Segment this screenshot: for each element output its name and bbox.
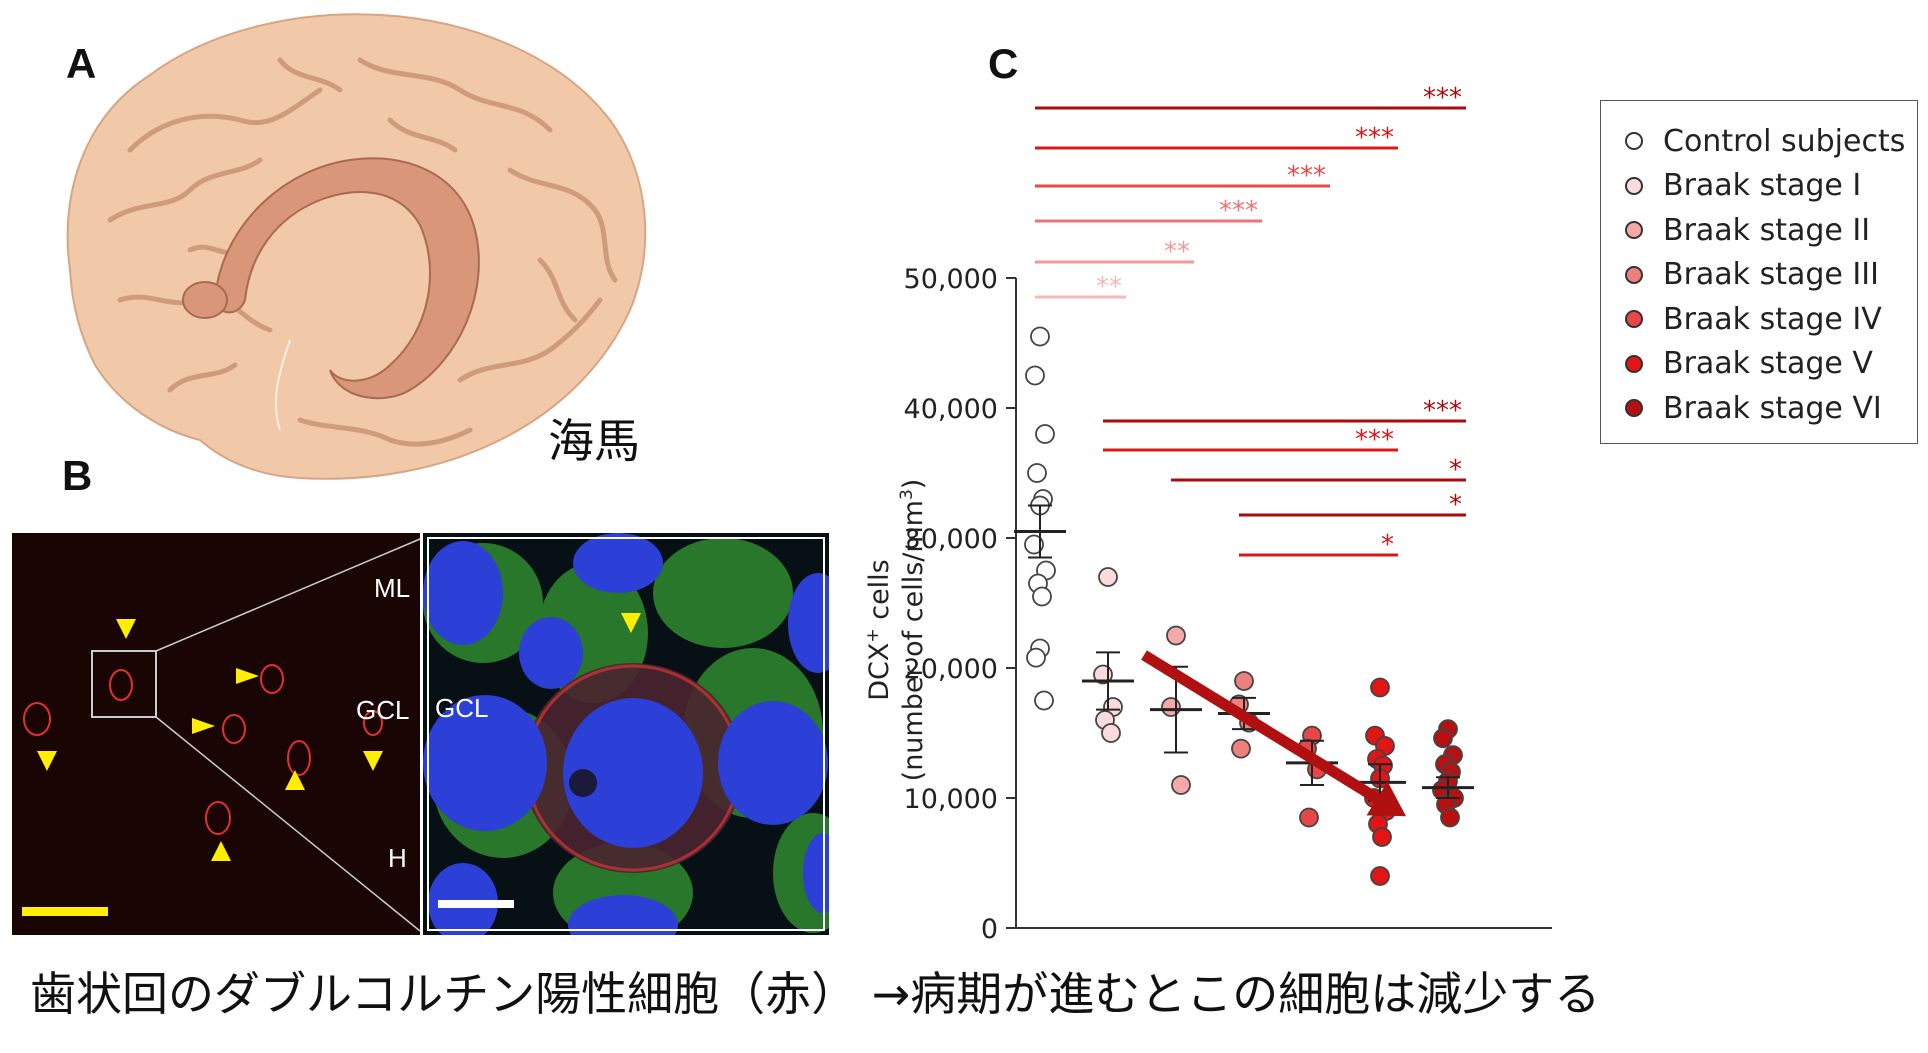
- data-point: [1030, 326, 1050, 347]
- brain-illustration: [66, 13, 647, 480]
- data-point: [1166, 625, 1186, 646]
- legend-label: Braak stage I: [1663, 168, 1862, 203]
- micrograph-low-magnification: ML GCL H: [12, 533, 420, 935]
- legend-marker: [1625, 354, 1643, 373]
- legend-label: Control subjects: [1663, 123, 1906, 159]
- micrograph-high-magnification: GCL: [423, 533, 829, 935]
- arrowhead-icon: [37, 751, 57, 771]
- legend-marker: [1625, 221, 1643, 239]
- data-point: [1027, 463, 1047, 483]
- data-point: [1440, 807, 1460, 828]
- significance-stars: *: [1449, 490, 1462, 520]
- significance-stars: ***: [1287, 161, 1326, 191]
- data-point: [1032, 586, 1052, 607]
- data-point: [1370, 866, 1390, 886]
- scale-bar: [438, 900, 514, 908]
- legend-item: Braak stage I: [1625, 166, 1861, 206]
- scale-bar: [22, 907, 108, 916]
- caption: 歯状回のダブルコルチン陽性細胞（赤） →病期が進むとこの細胞は減少する: [30, 967, 1601, 1021]
- legend-marker: [1625, 132, 1643, 150]
- arrowhead-icon: [192, 718, 215, 734]
- y-tick-label: 30,000: [904, 524, 998, 555]
- dcx-cell: [260, 664, 284, 694]
- legend-marker: [1625, 265, 1643, 284]
- legend-label: Braak stage II: [1663, 212, 1871, 248]
- legend-label: Braak stage IV: [1663, 301, 1882, 337]
- y-axis-label-units: (number of cells/mm3): [897, 479, 929, 782]
- hippocampus-label: 海馬: [548, 414, 640, 468]
- dcx-scatter-chart: ************************* 010,00020,0003…: [863, 83, 1552, 940]
- arrowhead-icon: [285, 770, 305, 790]
- legend-marker: [1625, 176, 1643, 195]
- label-gcl-left: GCL: [356, 695, 410, 725]
- y-tick-label: 0: [981, 914, 998, 940]
- arrowhead-icon: [621, 613, 641, 633]
- dcx-cell: [109, 669, 133, 701]
- legend-item: Control subjects: [1625, 121, 1905, 161]
- data-point: [1171, 775, 1191, 795]
- y-tick-label: 20,000: [904, 654, 998, 685]
- arrowhead-icon: [211, 841, 231, 861]
- label-h: H: [388, 843, 407, 873]
- legend-item: Braak stage III: [1625, 255, 1879, 295]
- dcx-cell: [23, 702, 51, 736]
- zoom-box: [91, 650, 157, 718]
- data-point: [1034, 690, 1054, 711]
- data-point: [1026, 647, 1046, 668]
- significance-stars: ***: [1355, 123, 1394, 153]
- legend-label: Braak stage V: [1663, 346, 1873, 381]
- brain-outline: [66, 13, 647, 480]
- trend-arrowhead-icon: [1366, 781, 1406, 817]
- data-point: [1025, 365, 1045, 386]
- label-ml: ML: [374, 573, 411, 603]
- data-point: [1234, 671, 1254, 691]
- dcx-cell: [287, 740, 311, 776]
- significance-stars: ***: [1355, 425, 1394, 455]
- y-tick-label: 40,000: [904, 394, 998, 425]
- y-axis-label: DCX+ cells: [863, 559, 895, 701]
- legend-marker: [1625, 399, 1643, 417]
- data-point: [1161, 697, 1181, 717]
- significance-stars: *: [1381, 530, 1394, 560]
- significance-stars: ***: [1423, 396, 1462, 426]
- data-point: [1231, 738, 1251, 759]
- legend-item: Braak stage V: [1625, 344, 1873, 384]
- arrowhead-icon: [236, 668, 259, 684]
- legend-item: Braak stage IV: [1625, 299, 1882, 339]
- panel-label-c: C: [988, 40, 1019, 87]
- significance-stars: ***: [1219, 196, 1258, 226]
- data-point: [1433, 728, 1453, 749]
- data-point: [1372, 827, 1392, 847]
- y-tick-label: 50,000: [904, 264, 998, 295]
- panel-label-b: B: [62, 452, 93, 499]
- label-gcl-right: GCL: [435, 693, 489, 723]
- data-point: [1035, 424, 1055, 444]
- significance-stars: **: [1096, 272, 1122, 302]
- data-point: [1024, 534, 1044, 555]
- dcx-cell: [205, 801, 231, 835]
- significance-stars: **: [1164, 237, 1190, 267]
- frame: [427, 537, 825, 931]
- legend-item: Braak stage II: [1625, 210, 1870, 250]
- significance-stars: ***: [1423, 83, 1462, 113]
- legend-item: Braak stage VI: [1625, 388, 1882, 428]
- significance-stars: *: [1449, 455, 1462, 485]
- arrowhead-icon: [116, 619, 136, 639]
- data-point: [1370, 677, 1390, 698]
- y-tick-label: 10,000: [904, 784, 998, 815]
- panel-label-a: A: [66, 40, 97, 87]
- chart-legend: Control subjects Braak stage I Braak stage…: [1600, 100, 1918, 444]
- data-point: [1299, 807, 1319, 828]
- data-point: [1101, 723, 1121, 743]
- dcx-cell: [222, 714, 246, 744]
- legend-marker: [1625, 310, 1643, 328]
- data-point: [1098, 567, 1118, 587]
- trend-arrow: [1141, 650, 1380, 804]
- arrowhead-icon: [363, 751, 383, 771]
- dcx-cell: [363, 710, 383, 736]
- hippocampus: [213, 157, 480, 400]
- legend-label: Braak stage III: [1663, 257, 1879, 292]
- legend-label: Braak stage VI: [1663, 390, 1882, 426]
